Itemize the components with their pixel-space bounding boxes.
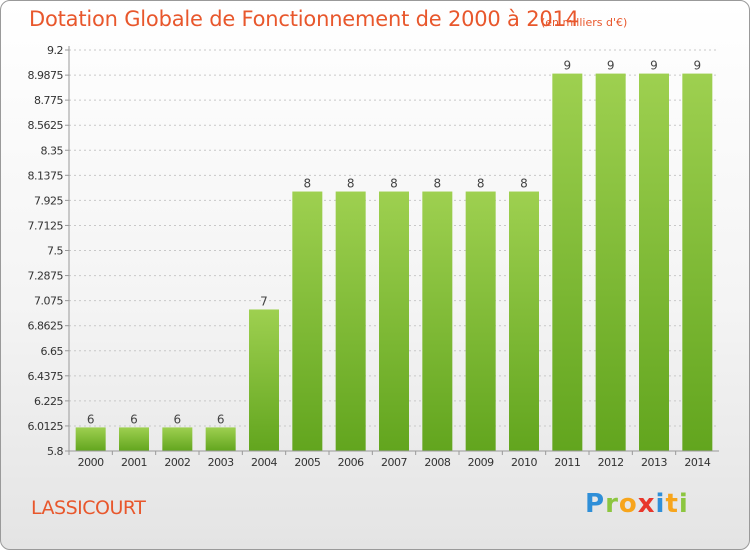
labels: 9.2 8.9875 8.775 8.5625 8.35 8.1375 7.925 7.712… bbox=[28, 44, 712, 469]
x-tick-label: 2010 bbox=[511, 456, 537, 469]
x-tick-label: 2008 bbox=[424, 456, 450, 469]
bar-2011 bbox=[552, 73, 583, 452]
y-tick-label: 8.5625 bbox=[28, 119, 64, 132]
x-tick-label: 2006 bbox=[338, 456, 364, 469]
value-label: 6 bbox=[217, 412, 225, 426]
logo-letter: t bbox=[665, 489, 679, 519]
value-label: 8 bbox=[434, 177, 442, 191]
logo-letter: i bbox=[678, 489, 689, 519]
y-tick-label: 7.2875 bbox=[28, 270, 64, 283]
bar-2003 bbox=[205, 427, 236, 451]
logo-letter: P bbox=[585, 489, 606, 519]
value-label: 9 bbox=[607, 59, 615, 73]
y-tick-label: 6.225 bbox=[34, 395, 63, 408]
value-label: 8 bbox=[347, 177, 355, 191]
y-tick-label: 8.775 bbox=[34, 94, 63, 107]
y-tick-label: 8.9875 bbox=[28, 69, 64, 82]
y-tick-label: 6.65 bbox=[41, 345, 64, 358]
x-tick-label: 2003 bbox=[208, 456, 234, 469]
logo-letter: x bbox=[637, 489, 656, 519]
y-tick-label: 6.4375 bbox=[28, 370, 64, 383]
proxiti-logo: Proxiti bbox=[585, 489, 689, 519]
y-tick-label: 7.925 bbox=[34, 194, 63, 207]
bar-2012 bbox=[595, 73, 626, 452]
logo-letter: i bbox=[655, 489, 666, 519]
bar-2007 bbox=[379, 191, 409, 451]
x-tick-label: 2009 bbox=[468, 456, 494, 469]
bar-2000 bbox=[75, 427, 106, 451]
y-tick-label: 6.0125 bbox=[28, 420, 64, 433]
value-label: 6 bbox=[87, 412, 95, 426]
value-label: 8 bbox=[390, 177, 398, 191]
value-label: 7 bbox=[260, 294, 268, 308]
bar-2002 bbox=[162, 427, 193, 451]
y-tick-label: 7.7125 bbox=[28, 219, 64, 232]
value-label: 8 bbox=[304, 177, 312, 191]
y-tick-label: 8.35 bbox=[41, 144, 64, 157]
value-label: 9 bbox=[564, 59, 572, 73]
bar-2010 bbox=[509, 191, 539, 451]
bar-2008 bbox=[422, 191, 453, 451]
bar-2004 bbox=[249, 309, 279, 451]
bar-2005 bbox=[292, 191, 323, 451]
x-tick-label: 2000 bbox=[78, 456, 104, 469]
y-tick-label: 7.5 bbox=[47, 245, 63, 258]
x-tick-label: 2013 bbox=[641, 456, 667, 469]
x-tick-label: 2012 bbox=[598, 456, 624, 469]
bar-2009 bbox=[465, 191, 496, 451]
x-tick-label: 2005 bbox=[294, 456, 320, 469]
value-label: 6 bbox=[174, 412, 182, 426]
logo-letter: o bbox=[618, 489, 638, 519]
y-tick-label: 9.2 bbox=[47, 44, 63, 57]
bar-2014 bbox=[682, 73, 713, 452]
x-tick-label: 2002 bbox=[164, 456, 190, 469]
axes bbox=[65, 46, 719, 455]
x-tick-label: 2004 bbox=[251, 456, 277, 469]
x-tick-label: 2011 bbox=[554, 456, 580, 469]
value-label: 9 bbox=[650, 59, 658, 73]
value-label: 8 bbox=[477, 177, 485, 191]
value-label: 8 bbox=[520, 177, 528, 191]
y-tick-label: 7.075 bbox=[34, 295, 63, 308]
x-tick-label: 2001 bbox=[121, 456, 147, 469]
x-tick-label: 2014 bbox=[684, 456, 710, 469]
value-label: 9 bbox=[694, 59, 702, 73]
y-tick-label: 5.8 bbox=[47, 445, 63, 458]
bar-2006 bbox=[335, 191, 366, 451]
bar-2001 bbox=[119, 427, 149, 451]
y-tick-label: 6.8625 bbox=[28, 320, 64, 333]
y-tick-label: 8.1375 bbox=[28, 169, 64, 182]
chart-title: Dotation Globale de Fonctionnement de 20… bbox=[29, 7, 579, 31]
bars bbox=[75, 73, 713, 452]
value-label: 6 bbox=[130, 412, 138, 426]
bar-2013 bbox=[639, 73, 669, 452]
chart-unit: (en milliers d'€) bbox=[541, 16, 628, 29]
commune-name: LASSICOURT bbox=[31, 497, 146, 519]
x-tick-label: 2007 bbox=[381, 456, 407, 469]
logo-letter: r bbox=[605, 489, 619, 519]
